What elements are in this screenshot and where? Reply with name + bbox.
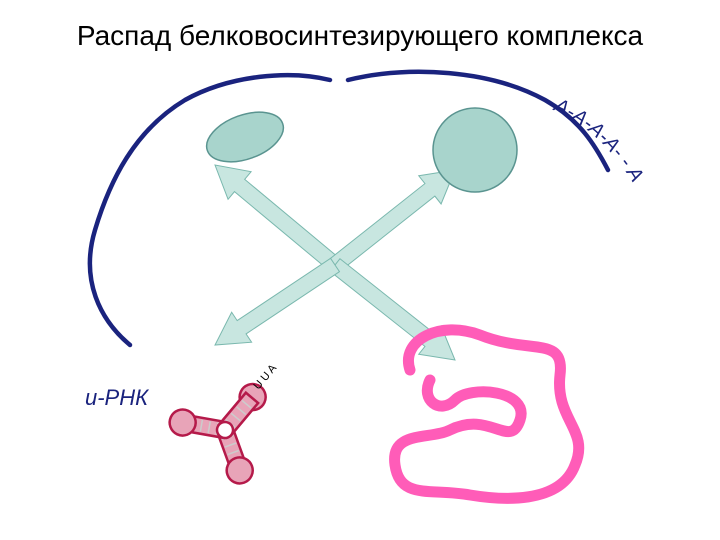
trna-molecule: U U A [161, 360, 312, 500]
diagram-title: Распад белковосинтезирующего комплекса [0, 20, 720, 52]
trna-anticodon-label: U U A [252, 362, 280, 392]
polya-tail-text: A-A-A-A- - A [550, 94, 648, 186]
ribosome-large-subunit [433, 108, 517, 192]
mrna-strand [90, 72, 608, 345]
mrna-label: и-РНК [85, 385, 148, 411]
diagram-svg: A-A-A-A- - A U U A [0, 0, 720, 540]
protein-chain [395, 330, 579, 498]
ribosome-small-subunit [200, 103, 290, 172]
dissociation-arrows [203, 151, 466, 374]
